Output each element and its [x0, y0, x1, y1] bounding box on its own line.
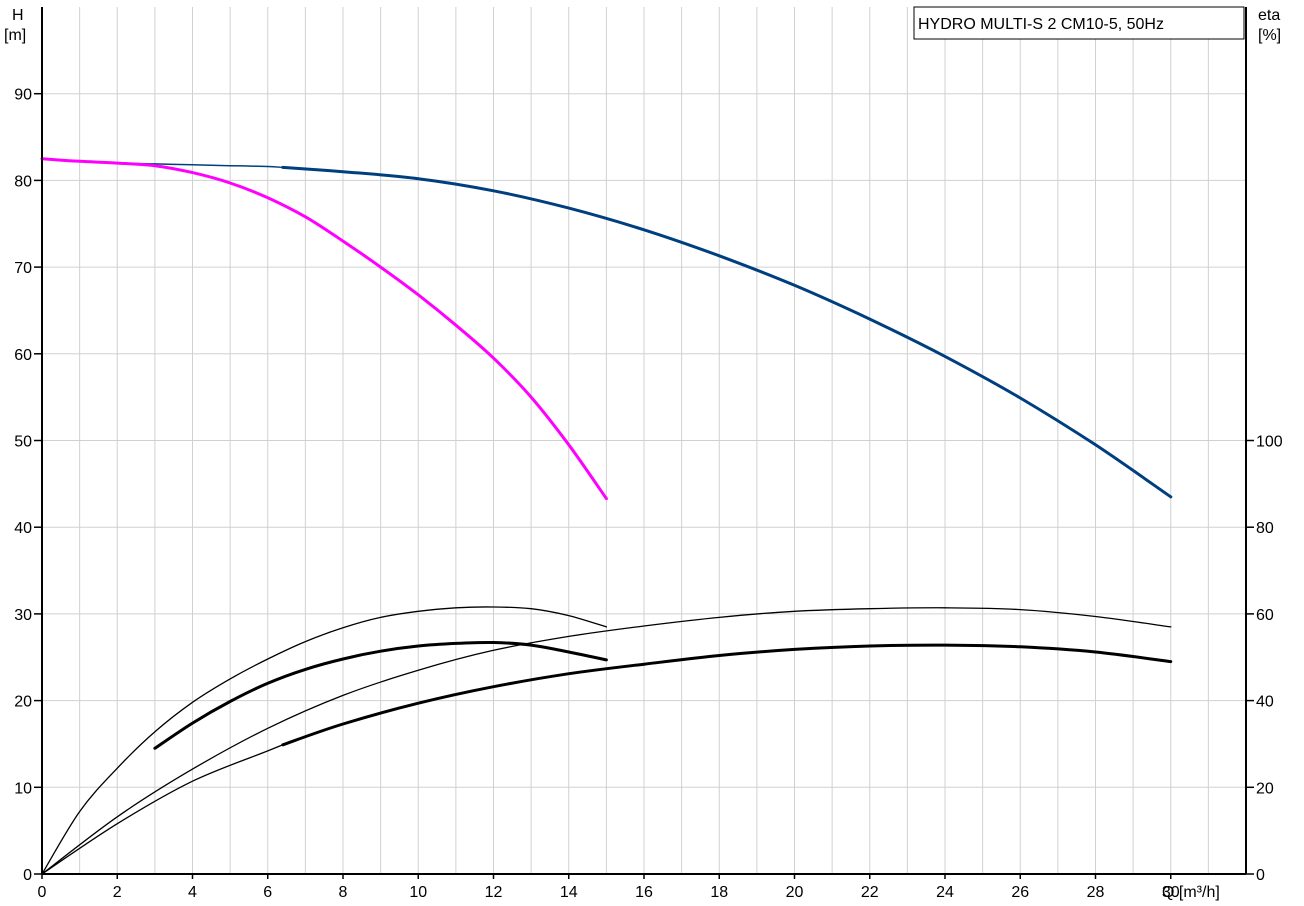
- x-tick-label: 28: [1087, 884, 1105, 901]
- x-tick-label: 20: [786, 884, 804, 901]
- x-tick-label: 14: [560, 884, 578, 901]
- y-left-tick-label: 50: [14, 434, 32, 451]
- series-line-1: [281, 165, 1173, 499]
- y-left-tick-label: 40: [14, 520, 32, 537]
- y-left-tick-label: 0: [23, 867, 32, 884]
- chart-title: HYDRO MULTI-S 2 CM10-5, 50Hz: [918, 16, 1164, 33]
- y-right-axis-unit: [%]: [1258, 27, 1281, 44]
- grid-lines: [42, 7, 1246, 874]
- series-line-7: [41, 744, 284, 875]
- x-tick-label: 22: [861, 884, 879, 901]
- x-tick-label: 2: [113, 884, 122, 901]
- x-tick-label: 10: [409, 884, 427, 901]
- series-line-6: [41, 607, 1172, 875]
- tick-labels: 0 2 4 6 8 10 12 14 16 18 20 22 24 26 28 300102030405060…: [14, 87, 1283, 901]
- series-line-5: [153, 640, 608, 750]
- y-left-tick-label: 70: [14, 260, 32, 277]
- x-tick-label: 0: [38, 884, 47, 901]
- y-left-tick-label: 20: [14, 694, 32, 711]
- y-right-tick-label: 40: [1256, 694, 1274, 711]
- y-right-tick-label: 100: [1256, 434, 1283, 451]
- series-line-4: [41, 606, 608, 875]
- y-left-axis-symbol: H: [12, 7, 24, 24]
- y-left-tick-label: 30: [14, 607, 32, 624]
- axes: [34, 7, 1254, 879]
- y-left-tick-label: 10: [14, 780, 32, 797]
- x-tick-label: 8: [339, 884, 348, 901]
- y-left-tick-label: 60: [14, 347, 32, 364]
- series-line-3: [40, 157, 608, 501]
- series-line-8: [281, 643, 1173, 747]
- y-right-tick-label: 0: [1256, 867, 1265, 884]
- x-tick-label: 26: [1011, 884, 1029, 901]
- y-right-tick-label: 20: [1256, 780, 1274, 797]
- y-left-tick-label: 80: [14, 173, 32, 190]
- y-right-tick-label: 60: [1256, 607, 1274, 624]
- x-axis-title: Q [m³/h]: [1162, 884, 1220, 901]
- legend-box: [913, 6, 1245, 40]
- x-tick-label: 12: [485, 884, 503, 901]
- series-layer: [40, 157, 1173, 875]
- x-tick-label: 16: [635, 884, 653, 901]
- x-tick-label: 6: [263, 884, 272, 901]
- x-tick-label: 24: [936, 884, 954, 901]
- y-left-axis-unit: [m]: [4, 27, 26, 44]
- x-tick-label: 30: [1162, 884, 1180, 901]
- x-tick-label: 4: [188, 884, 197, 901]
- y-right-tick-label: 80: [1256, 520, 1274, 537]
- x-tick-label: 18: [710, 884, 728, 901]
- y-left-tick-label: 90: [14, 87, 32, 104]
- y-right-axis-symbol: eta: [1258, 7, 1280, 24]
